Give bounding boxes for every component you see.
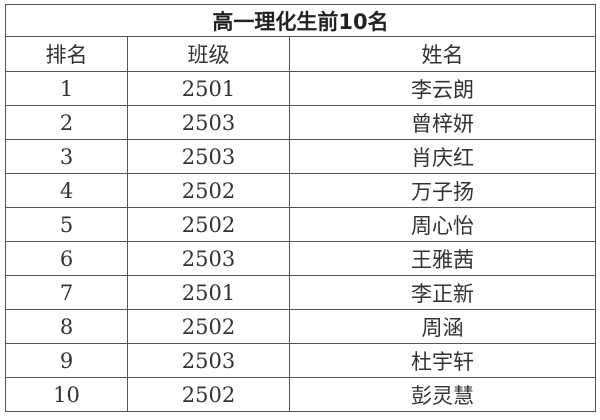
header-class: 班级 [127, 36, 290, 72]
name-cell: 周心怡 [289, 207, 596, 242]
table-row: 3 2503 肖庆红 [5, 139, 596, 174]
name-cell: 肖庆红 [289, 139, 596, 174]
name-cell: 李正新 [289, 275, 596, 310]
rank-cell: 5 [5, 207, 128, 242]
title-row: 高一理化生前10名 [5, 4, 596, 37]
class-cell: 2502 [127, 309, 290, 344]
class-cell: 2503 [127, 343, 290, 378]
rank-cell: 8 [5, 309, 128, 344]
header-name: 姓名 [289, 36, 596, 72]
name-cell: 彭灵慧 [289, 377, 596, 412]
rank-cell: 4 [5, 173, 128, 208]
rank-cell: 1 [5, 71, 128, 106]
rank-cell: 2 [5, 105, 128, 140]
table-row: 10 2502 彭灵慧 [5, 377, 596, 412]
table-row: 6 2503 王雅茜 [5, 241, 596, 276]
table-row: 9 2503 杜宇轩 [5, 343, 596, 378]
table-row: 2 2503 曾梓妍 [5, 105, 596, 140]
class-cell: 2503 [127, 241, 290, 276]
rank-cell: 3 [5, 139, 128, 174]
class-cell: 2502 [127, 207, 290, 242]
name-cell: 王雅茜 [289, 241, 596, 276]
name-cell: 李云朗 [289, 71, 596, 106]
table-title: 高一理化生前10名 [5, 4, 596, 37]
table-row: 5 2502 周心怡 [5, 207, 596, 242]
ranking-table: 高一理化生前10名 排名 班级 姓名 1 2501 李云朗 2 2503 曾梓妍 3 2503… [5, 4, 596, 412]
table-row: 7 2501 李正新 [5, 275, 596, 310]
header-row: 排名 班级 姓名 [5, 36, 596, 72]
table-row: 8 2502 周涵 [5, 309, 596, 344]
class-cell: 2502 [127, 377, 290, 412]
header-rank: 排名 [5, 36, 128, 72]
class-cell: 2501 [127, 71, 290, 106]
table-row: 1 2501 李云朗 [5, 71, 596, 106]
class-cell: 2502 [127, 173, 290, 208]
name-cell: 万子扬 [289, 173, 596, 208]
name-cell: 周涵 [289, 309, 596, 344]
class-cell: 2501 [127, 275, 290, 310]
rank-cell: 6 [5, 241, 128, 276]
class-cell: 2503 [127, 105, 290, 140]
rank-cell: 10 [5, 377, 128, 412]
rank-cell: 7 [5, 275, 128, 310]
class-cell: 2503 [127, 139, 290, 174]
table-row: 4 2502 万子扬 [5, 173, 596, 208]
rank-cell: 9 [5, 343, 128, 378]
name-cell: 曾梓妍 [289, 105, 596, 140]
name-cell: 杜宇轩 [289, 343, 596, 378]
